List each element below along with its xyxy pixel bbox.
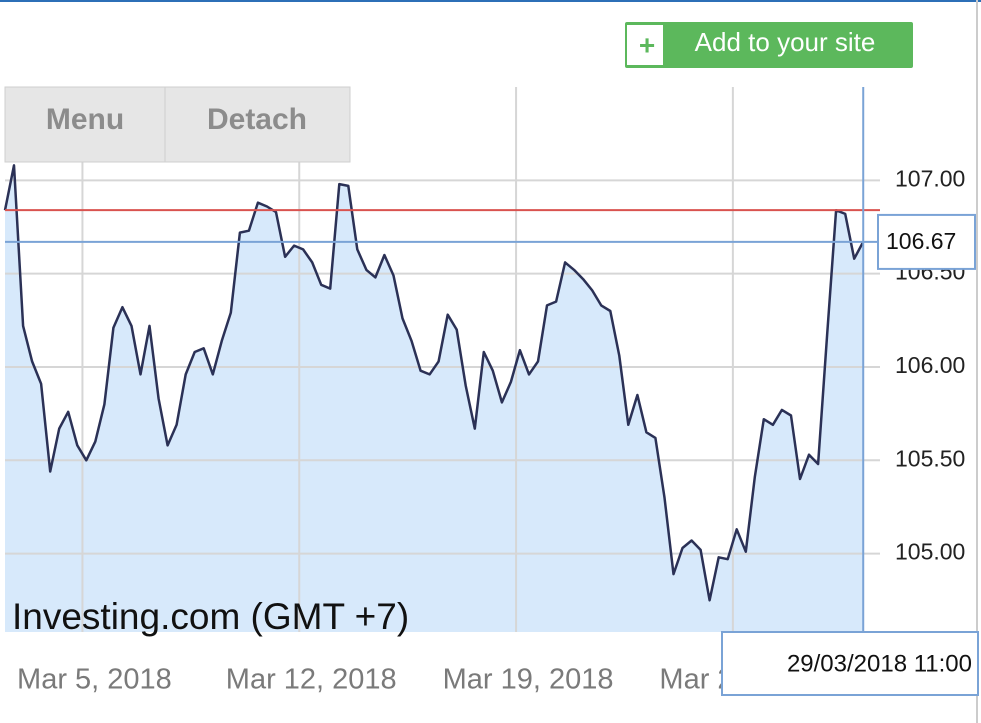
ui: + Add to your site Menu Detach Investing… bbox=[4, 22, 913, 637]
x-tick-label: Mar 19, 2018 bbox=[443, 664, 614, 696]
detach-button[interactable] bbox=[164, 86, 351, 163]
y-tick-label: 105.00 bbox=[895, 539, 965, 565]
price-line bbox=[3, 164, 865, 602]
y-tick-label: 105.50 bbox=[895, 445, 965, 471]
crosshair-label: 29/03/2018 11:00 bbox=[787, 650, 972, 677]
x-tick-label: Mar 5, 2018 bbox=[17, 664, 172, 696]
add-icon-bg bbox=[627, 25, 663, 65]
last-price-label: 106.67 bbox=[886, 228, 956, 254]
y-tick-label: 106.00 bbox=[895, 352, 965, 378]
y-tick-label: 107.00 bbox=[895, 165, 965, 191]
add-button[interactable] bbox=[625, 22, 913, 68]
detach-label[interactable]: Detach bbox=[207, 103, 307, 136]
last-price-box bbox=[877, 213, 976, 270]
area bbox=[5, 165, 864, 632]
x-tick-label: Mar 12, 2018 bbox=[226, 664, 397, 696]
add-icon: + bbox=[639, 29, 655, 60]
menu-label[interactable]: Menu bbox=[46, 103, 124, 136]
watermark: Investing.com (GMT +7) bbox=[12, 596, 409, 637]
crosshair-box bbox=[721, 631, 979, 696]
add-button-label[interactable]: Add to your site bbox=[695, 27, 876, 57]
menu-button[interactable] bbox=[4, 86, 166, 163]
